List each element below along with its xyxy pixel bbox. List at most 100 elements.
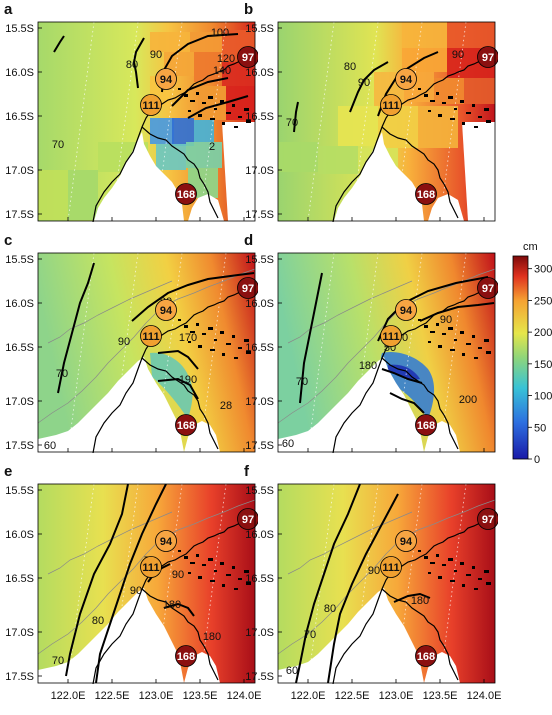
contour-label: 90	[368, 565, 380, 577]
island	[472, 566, 475, 569]
grid-cell	[150, 32, 190, 52]
island	[430, 100, 435, 102]
island	[430, 562, 435, 564]
site-marker	[395, 68, 417, 90]
graticule-line	[307, 22, 335, 222]
coastline	[332, 513, 496, 684]
island	[438, 114, 442, 117]
contour-label: 200	[459, 394, 477, 406]
tidal-range-contour	[171, 77, 229, 107]
site-marker	[237, 277, 258, 299]
island	[196, 323, 199, 326]
x-tick-label: 123.0E	[139, 690, 174, 702]
tidal-range-contour	[293, 101, 299, 133]
island	[424, 556, 428, 559]
island	[474, 588, 478, 590]
island	[246, 582, 251, 585]
island	[244, 570, 249, 573]
site-value: 94	[400, 305, 413, 317]
tidal-range-contour	[327, 493, 399, 684]
y-tick-label: 17.5S	[5, 440, 34, 452]
y-tick-label: 16.0S	[245, 298, 274, 310]
tide-gauge-site-111: 111	[140, 556, 162, 578]
island	[438, 576, 442, 579]
island	[462, 353, 465, 356]
y-tick-label: 15.5S	[245, 254, 274, 266]
panel-frame	[37, 21, 256, 222]
contour-label: 80	[344, 61, 356, 73]
island	[474, 126, 478, 128]
island	[450, 349, 455, 351]
site-value: 168	[177, 189, 195, 201]
island	[202, 333, 206, 335]
site-value: 168	[177, 651, 195, 663]
island	[214, 108, 217, 110]
island	[234, 126, 238, 128]
bathymetry-contour	[287, 280, 413, 344]
island	[428, 341, 431, 343]
island	[188, 110, 191, 112]
graticule-line	[155, 22, 183, 222]
bathymetry-contour	[47, 280, 173, 344]
contour-label: 90	[118, 336, 130, 348]
site-value: 94	[160, 536, 173, 548]
site-value: 94	[160, 305, 173, 317]
x-axis-labels: 122.0E 122.5E 123.0E 123.5E 124.0E 122.0E 122.…	[51, 690, 502, 702]
island	[226, 574, 231, 576]
island	[486, 582, 491, 585]
contour-label: 180	[411, 595, 429, 607]
coastline	[141, 357, 219, 450]
grid-cell	[338, 106, 378, 146]
island	[442, 102, 446, 104]
site-marker	[415, 414, 437, 436]
site-value: 168	[177, 420, 195, 432]
grid-cell	[402, 22, 447, 48]
site-marker	[477, 46, 498, 68]
grid-cell	[150, 118, 174, 144]
graticule-line	[351, 253, 379, 453]
colorbar-tick-label: 50	[534, 422, 546, 434]
island	[214, 339, 217, 341]
panel-frame	[277, 483, 496, 684]
grid-cell	[278, 142, 318, 172]
grid-cell	[447, 22, 495, 48]
y-tick-label: 17.5S	[5, 671, 34, 683]
tidal-range-contour	[389, 392, 425, 414]
tide-gauge-site-111: 111	[140, 325, 162, 347]
land-mask	[222, 122, 255, 221]
graticule-line	[395, 22, 423, 222]
site-marker	[237, 508, 258, 530]
graticule-line	[307, 253, 335, 453]
x-tick-label: 123.5E	[423, 690, 458, 702]
island	[238, 116, 242, 118]
y-tick-label: 17.5S	[245, 209, 274, 221]
island	[184, 556, 188, 559]
y-tick-label: 16.0S	[5, 298, 34, 310]
tide-gauge-site-97: 97	[237, 46, 258, 68]
y-tick-label: 17.5S	[245, 671, 274, 683]
y-tick-label: 16.0S	[5, 67, 34, 79]
island	[462, 122, 465, 125]
grid-cell	[68, 170, 98, 220]
map-panel-c: 80709017019060289794111168c15.5S16.0S16.…	[4, 232, 258, 453]
graticule-line	[199, 253, 227, 453]
site-value: 111	[382, 100, 399, 112]
site-marker	[175, 645, 197, 667]
x-tick-label: 124.0E	[467, 690, 502, 702]
island	[198, 576, 202, 579]
land-mask	[462, 122, 495, 221]
grid-cell	[194, 52, 222, 82]
site-marker	[175, 183, 197, 205]
coastline	[141, 588, 219, 681]
island	[234, 357, 238, 359]
x-tick-label: 123.5E	[183, 690, 218, 702]
site-marker	[415, 645, 437, 667]
site-value: 97	[242, 283, 254, 295]
coastline	[381, 357, 459, 450]
colorbar-tick-label: 0	[534, 454, 540, 466]
tidal-range-contour	[95, 484, 167, 684]
grid-cell	[464, 78, 495, 104]
